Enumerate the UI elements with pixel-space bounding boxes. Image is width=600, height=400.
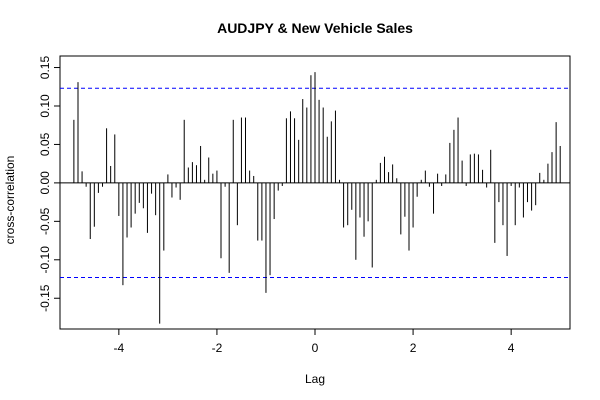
x-tick-label: 0 xyxy=(312,341,319,355)
x-tick-label: 2 xyxy=(410,341,417,355)
y-tick-label: 0.15 xyxy=(38,56,52,80)
y-tick-label: -0.15 xyxy=(38,284,52,312)
x-tick-label: -2 xyxy=(212,341,223,355)
x-tick-label: 4 xyxy=(508,341,515,355)
chart-title: AUDJPY & New Vehicle Sales xyxy=(217,20,413,36)
x-axis-label: Lag xyxy=(305,372,325,386)
y-axis-label: cross-correlation xyxy=(3,156,17,245)
x-tick-label: -4 xyxy=(114,341,125,355)
plot-area: -4 -2 0 2 4 -0.15 -0.10 -0.05 0.00 0.05 0.10 0.15 xyxy=(38,55,571,355)
y-tick-label: 0.05 xyxy=(38,132,52,156)
y-tick-label: -0.10 xyxy=(38,246,52,274)
y-tick-label: 0.00 xyxy=(38,171,52,195)
y-tick-label: 0.10 xyxy=(38,94,52,118)
y-tick-label: -0.05 xyxy=(38,207,52,235)
